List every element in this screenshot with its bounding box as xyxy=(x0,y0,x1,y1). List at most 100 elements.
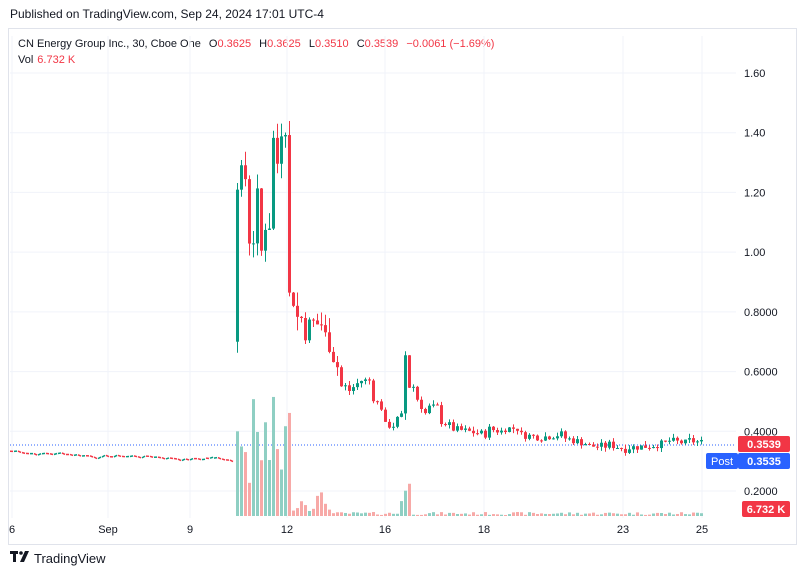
top-bar: Published on TradingView.com, Sep 24, 20… xyxy=(0,0,804,26)
candle-body xyxy=(540,440,543,442)
candle-body xyxy=(296,305,299,317)
candle-body xyxy=(632,446,635,450)
volume-bar xyxy=(604,512,607,516)
candle xyxy=(129,455,134,458)
candle-body xyxy=(328,332,331,352)
candle-body xyxy=(264,229,267,251)
volume-bar xyxy=(428,513,431,516)
candle-body xyxy=(532,434,535,436)
candle-body xyxy=(244,165,247,180)
candle-body xyxy=(424,408,427,414)
volume-bar xyxy=(536,514,539,516)
volume-bar xyxy=(420,514,423,516)
volume-bar xyxy=(640,514,643,516)
volume-bar xyxy=(664,514,667,516)
candle-body xyxy=(644,445,647,448)
candle-body xyxy=(584,443,587,446)
candle-body xyxy=(520,430,523,433)
volume-bar xyxy=(480,514,483,516)
volume-bar xyxy=(388,512,391,516)
volume-bar xyxy=(656,512,659,516)
candle-body xyxy=(648,447,651,449)
candle xyxy=(17,450,22,454)
candle-body xyxy=(460,426,463,430)
volume-bar xyxy=(392,513,395,516)
tradingview-logo-icon[interactable] xyxy=(10,551,30,566)
chart-legend: CN Energy Group Inc., 30, Cboe One O0.36… xyxy=(18,36,494,68)
candle-body xyxy=(476,433,479,435)
volume-bar xyxy=(468,514,471,516)
candle-body xyxy=(348,385,351,391)
candle-body xyxy=(444,424,447,426)
footer-logo-text[interactable]: TradingView xyxy=(34,551,106,566)
candle xyxy=(157,456,162,459)
volume-bar xyxy=(512,512,515,516)
volume-bar xyxy=(252,399,255,516)
candle-body xyxy=(340,367,343,387)
volume-bar xyxy=(328,509,331,516)
volume-bar xyxy=(332,513,335,516)
y-tick-label: 0.8000 xyxy=(744,307,778,319)
candle xyxy=(105,454,110,458)
candle-body xyxy=(568,438,571,440)
candle-body xyxy=(408,355,411,388)
volume-bar xyxy=(352,512,355,516)
volume-bar xyxy=(628,512,631,516)
candle-body xyxy=(320,324,323,326)
candle-body xyxy=(488,426,491,438)
candle-body xyxy=(236,189,239,342)
volume-bar xyxy=(240,446,243,516)
volume-bar xyxy=(696,512,699,516)
candle-body xyxy=(628,449,631,453)
candle-body xyxy=(256,188,259,244)
candle-body xyxy=(356,383,359,388)
low-label: L xyxy=(308,38,315,50)
volume-bar xyxy=(672,514,675,516)
volume-bar xyxy=(368,512,371,516)
candle xyxy=(37,453,42,456)
candle xyxy=(101,454,106,458)
volume-bar xyxy=(488,514,491,516)
volume-bar xyxy=(540,513,543,516)
x-tick-label: 16 xyxy=(379,524,391,536)
chart-frame[interactable] xyxy=(8,28,797,545)
volume-bar xyxy=(624,514,627,516)
candle xyxy=(89,455,94,458)
candle-body xyxy=(580,439,583,446)
volume-bars xyxy=(236,396,703,516)
candle-body xyxy=(288,135,291,293)
candle-body xyxy=(252,243,255,245)
volume-bar xyxy=(380,514,383,516)
volume-bar xyxy=(276,449,279,516)
candle-body xyxy=(668,440,671,442)
candle-body xyxy=(440,405,443,425)
candle xyxy=(173,457,178,460)
candle-body xyxy=(512,427,515,429)
candle-body xyxy=(480,430,483,434)
volume-label[interactable]: Vol xyxy=(18,54,34,66)
volume-bar xyxy=(448,512,451,516)
symbol-title[interactable]: CN Energy Group Inc., 30, Cboe One xyxy=(18,38,201,50)
candle-body xyxy=(452,422,455,431)
volume-bar xyxy=(688,514,691,516)
y-tick-label: 0.2000 xyxy=(744,486,778,498)
candle-body xyxy=(544,436,547,441)
volume-bar xyxy=(680,512,683,516)
candle-body xyxy=(316,320,319,325)
volume-bar xyxy=(264,422,267,516)
candle-body xyxy=(448,422,451,425)
candle-body xyxy=(508,427,511,433)
candle-body xyxy=(620,447,623,449)
candle xyxy=(49,453,54,456)
candle xyxy=(177,458,182,462)
volume-bar xyxy=(436,514,439,516)
candle-body xyxy=(456,426,459,431)
candle-body xyxy=(372,380,375,402)
candle-body xyxy=(360,380,363,384)
close-value: 0.3539 xyxy=(364,38,399,50)
candle xyxy=(217,456,222,460)
candle-body xyxy=(680,440,683,444)
volume-bar xyxy=(620,514,623,516)
post-label-text: Post xyxy=(711,456,733,468)
